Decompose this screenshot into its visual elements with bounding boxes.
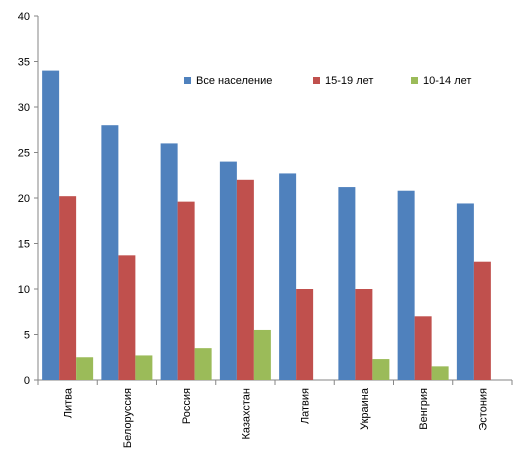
category-label: Белоруссия bbox=[122, 388, 134, 448]
bar bbox=[355, 289, 373, 380]
legend-swatch bbox=[313, 77, 320, 84]
bar bbox=[397, 190, 415, 380]
bar bbox=[473, 261, 491, 380]
category-label: Литва bbox=[63, 387, 75, 418]
bar bbox=[279, 173, 297, 380]
bar bbox=[431, 366, 449, 380]
y-tick-label: 5 bbox=[24, 330, 30, 342]
legend-label: 15-19 лет bbox=[325, 75, 373, 87]
bar bbox=[338, 187, 356, 380]
bar bbox=[177, 201, 195, 380]
legend-label: Все население bbox=[196, 75, 272, 87]
bar bbox=[76, 357, 94, 380]
bar bbox=[42, 70, 60, 380]
bar bbox=[236, 179, 254, 380]
y-tick-label: 25 bbox=[18, 148, 30, 160]
y-tick-label: 10 bbox=[18, 284, 30, 296]
category-label: Россия bbox=[181, 388, 193, 424]
y-tick-label: 40 bbox=[18, 11, 30, 23]
bar bbox=[372, 359, 390, 380]
category-label: Венгрия bbox=[418, 388, 430, 430]
bar bbox=[194, 348, 212, 380]
bar bbox=[253, 329, 271, 380]
bar bbox=[296, 289, 314, 380]
bar bbox=[118, 255, 136, 380]
bar bbox=[456, 203, 474, 380]
bar bbox=[219, 161, 237, 380]
category-label: Эстония bbox=[477, 388, 489, 431]
y-tick-label: 15 bbox=[18, 239, 30, 251]
category-label: Латвия bbox=[300, 388, 312, 424]
y-tick-label: 35 bbox=[18, 57, 30, 69]
legend-swatch bbox=[411, 77, 418, 84]
bar bbox=[414, 316, 432, 380]
bar bbox=[101, 125, 119, 380]
bar bbox=[135, 355, 153, 380]
y-tick-label: 30 bbox=[18, 102, 30, 114]
category-label: Казахстан bbox=[240, 388, 252, 440]
category-label: Украина bbox=[359, 387, 371, 430]
legend-label: 10-14 лет bbox=[423, 75, 471, 87]
bar bbox=[160, 143, 178, 380]
bar bbox=[59, 196, 77, 380]
legend-swatch bbox=[184, 77, 191, 84]
y-tick-label: 0 bbox=[24, 375, 30, 387]
y-tick-label: 20 bbox=[18, 193, 30, 205]
